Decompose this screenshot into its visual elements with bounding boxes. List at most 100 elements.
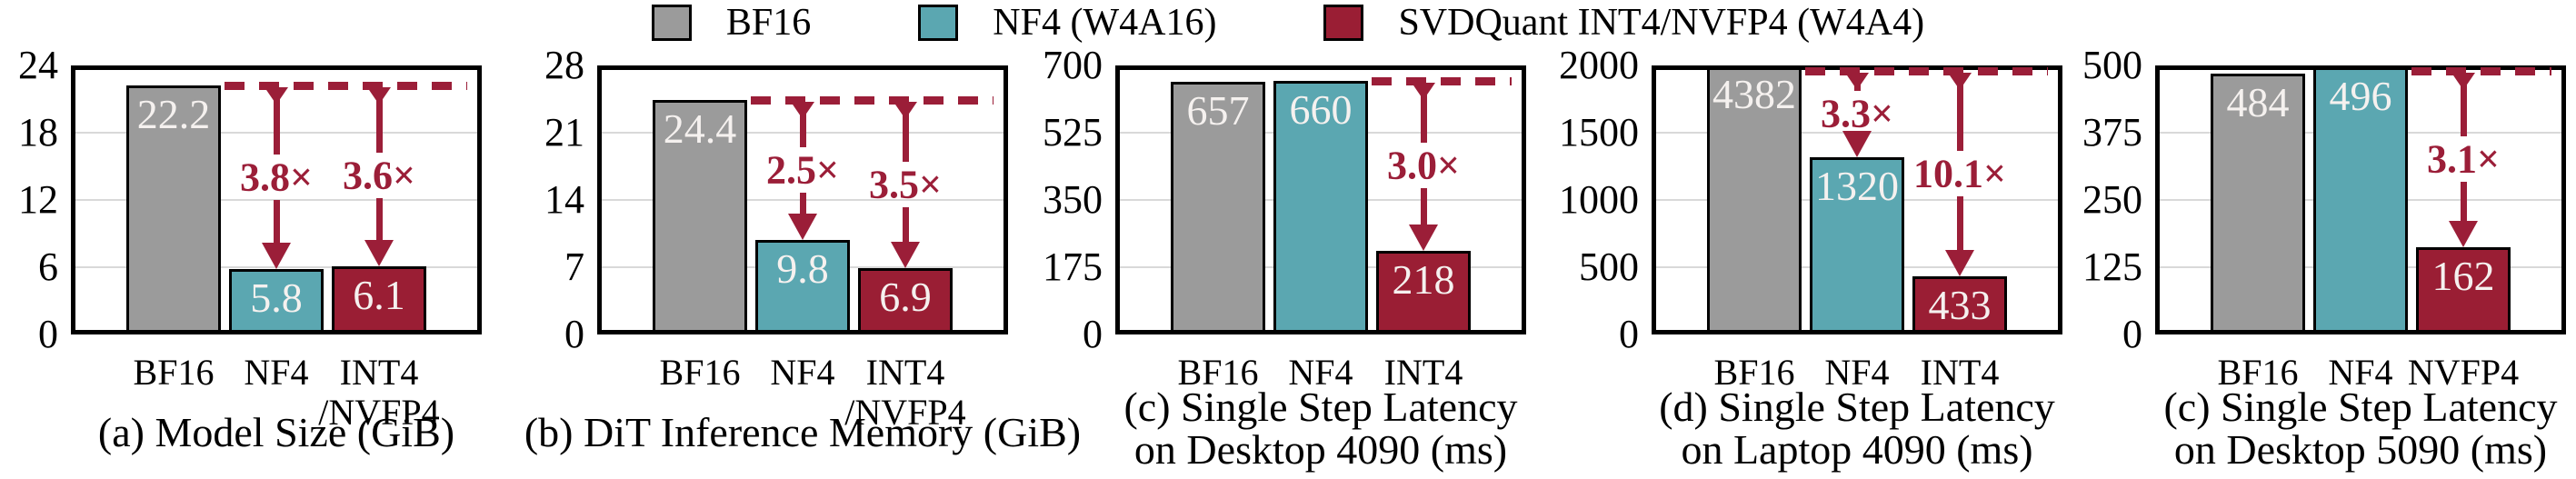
dashed-reference-line [1372,76,1512,85]
speedup-arrow-head-icon [788,214,817,241]
speedup-arrow-shaft [273,87,280,155]
speedup-arrow-shaft [1420,82,1427,144]
y-tick-label: 525 [1043,110,1103,155]
chart-caption: on Laptop 4090 (ms) [1681,426,2033,473]
legend-label-nf4: NF4 (W4A16) [993,2,1217,44]
y-tick-label: 12 [18,177,58,222]
speedup-arrow-shaft [1853,73,1861,92]
bar-value-label: 660 [1289,85,1353,133]
bar-bf16 [126,85,221,333]
x-category-label: NF4 [244,352,309,393]
speedup-label: 3.5× [868,162,943,207]
legend: BF16 NF4 (W4A16) SVDQuant INT4/NVFP4 (W4… [0,2,2576,44]
x-category-label: NF4 [1288,352,1353,393]
speedup-arrow-shaft [273,200,280,245]
chart-caption: (c) Single Step Latency [2163,384,2558,430]
x-category-label: BF16 [1713,352,1795,393]
x-category-label: NVFP4 [2407,352,2520,393]
y-tick-label: 0 [564,312,584,356]
x-category-label: BF16 [2217,352,2299,393]
bar-value-label: 6.1 [353,271,405,318]
bar-value-label: 433 [1928,281,1992,328]
chart-latency-laptop-4090: 0 500 1000 1500 2000 4382 1320 433 3.3× 10.1× BF16… [1559,0,2062,479]
speedup-arrow-shaft [799,193,806,216]
bar-nvfp4 [2416,247,2511,333]
speedup-label: 10.1× [1912,151,2007,196]
speedup-arrow-shaft [1420,188,1427,226]
bar-bf16 [653,100,747,333]
bar-bf16 [2211,74,2305,333]
bar-value-label: 657 [1186,87,1250,135]
x-category-label: /NVFP4 [318,392,440,433]
chart-caption: (d) Single Step Latency [1659,384,2055,430]
x-category-label: NF4 [770,352,835,393]
bar-value-label: 496 [2329,73,2392,120]
speedup-label: 3.8× [239,155,314,200]
speedup-arrow-head-icon [364,239,394,266]
bar-nf4 [2313,67,2408,333]
bf16-swatch-icon [651,5,692,41]
y-tick-label: 125 [2082,244,2142,289]
speedup-label: 3.6× [342,153,416,198]
y-tick-label: 14 [544,177,584,222]
x-category-label: BF16 [133,352,215,393]
bar-value-label: 24.4 [663,105,737,153]
speedup-arrow-shaft [902,206,909,244]
speedup-arrow-head-icon [2449,221,2478,248]
bar-bf16 [1707,65,1802,333]
bar-value-label: 1320 [1815,162,1899,209]
y-tick-label: 0 [1083,312,1103,356]
legend-item-svdquant: SVDQuant INT4/NVFP4 (W4A4) [1323,3,1924,43]
legend-item-bf16: BF16 [651,2,812,44]
dashed-reference-line [225,82,467,91]
gridline [75,199,477,201]
y-tick-label: 24 [18,43,58,87]
y-tick-label: 18 [18,110,58,155]
y-tick-label: 375 [2082,110,2142,155]
chart-caption: (a) Model Size (GiB) [97,409,455,455]
x-category-label: BF16 [1177,352,1259,393]
chart-caption: (c) Single Step Latency [1123,384,1518,430]
chart-latency-desktop-4090: 0 175 350 525 700 657 660 218 3.0× BF16 NF4 INT4 (c)… [1043,0,1526,479]
x-category-label: BF16 [659,352,741,393]
y-tick-label: 0 [2122,312,2142,356]
speedup-label: 3.0× [1386,143,1461,188]
speedup-label: 2.5× [765,147,840,193]
y-tick-label: 175 [1043,244,1103,289]
legend-label-bf16: BF16 [725,2,812,44]
bar-value-label: 5.8 [250,274,303,322]
dashed-reference-line [751,96,993,105]
speedup-arrow-shaft [902,102,909,162]
bar-value-label: 4382 [1712,71,1796,117]
chart-model-size: 0 6 12 18 24 22.2 5.8 6.1 3.8× 3.6× BF16 NF4 INT4/NV… [18,0,482,479]
y-tick-label: 0 [38,312,58,356]
nf4-swatch-icon [918,5,959,41]
x-category-label: INT4 [865,352,945,393]
bar-value-label: 218 [1392,255,1455,303]
speedup-arrow-head-icon [262,243,291,270]
speedup-arrow-shaft [2460,73,2467,137]
speedup-label: 3.1× [2426,136,2501,182]
x-category-label: NF4 [2328,352,2393,393]
chart-caption: on Desktop 5090 (ms) [2173,426,2548,473]
legend-label-svdquant: SVDQuant INT4/NVFP4 (W4A4) [1398,2,1925,44]
x-category-label: NF4 [1824,352,1890,393]
speedup-arrow-head-icon [1842,130,1872,157]
chart-dit-inference-memory: 0 7 14 21 28 24.4 9.8 6.9 2.5× 3.5× BF16 NF4 INT4/NV… [524,0,1081,479]
speedup-arrow-head-icon [1409,224,1438,251]
y-tick-label: 1500 [1559,110,1639,155]
y-tick-label: 7 [564,244,584,289]
y-tick-label: 2000 [1559,43,1639,87]
speedup-arrow-shaft [2460,182,2467,224]
svdquant-swatch-icon [1323,5,1364,41]
speedup-label: 3.3× [1820,91,1894,136]
bar-int4 [1912,275,2007,333]
y-tick-label: 700 [1043,43,1103,87]
speedup-arrow-shaft [799,102,806,148]
speedup-arrow-head-icon [1945,249,1974,276]
y-tick-label: 500 [1579,244,1639,289]
y-tick-label: 28 [544,43,584,87]
bar-value-label: 484 [2226,79,2290,126]
legend-item-nf4: NF4 (W4A16) [918,3,1216,43]
